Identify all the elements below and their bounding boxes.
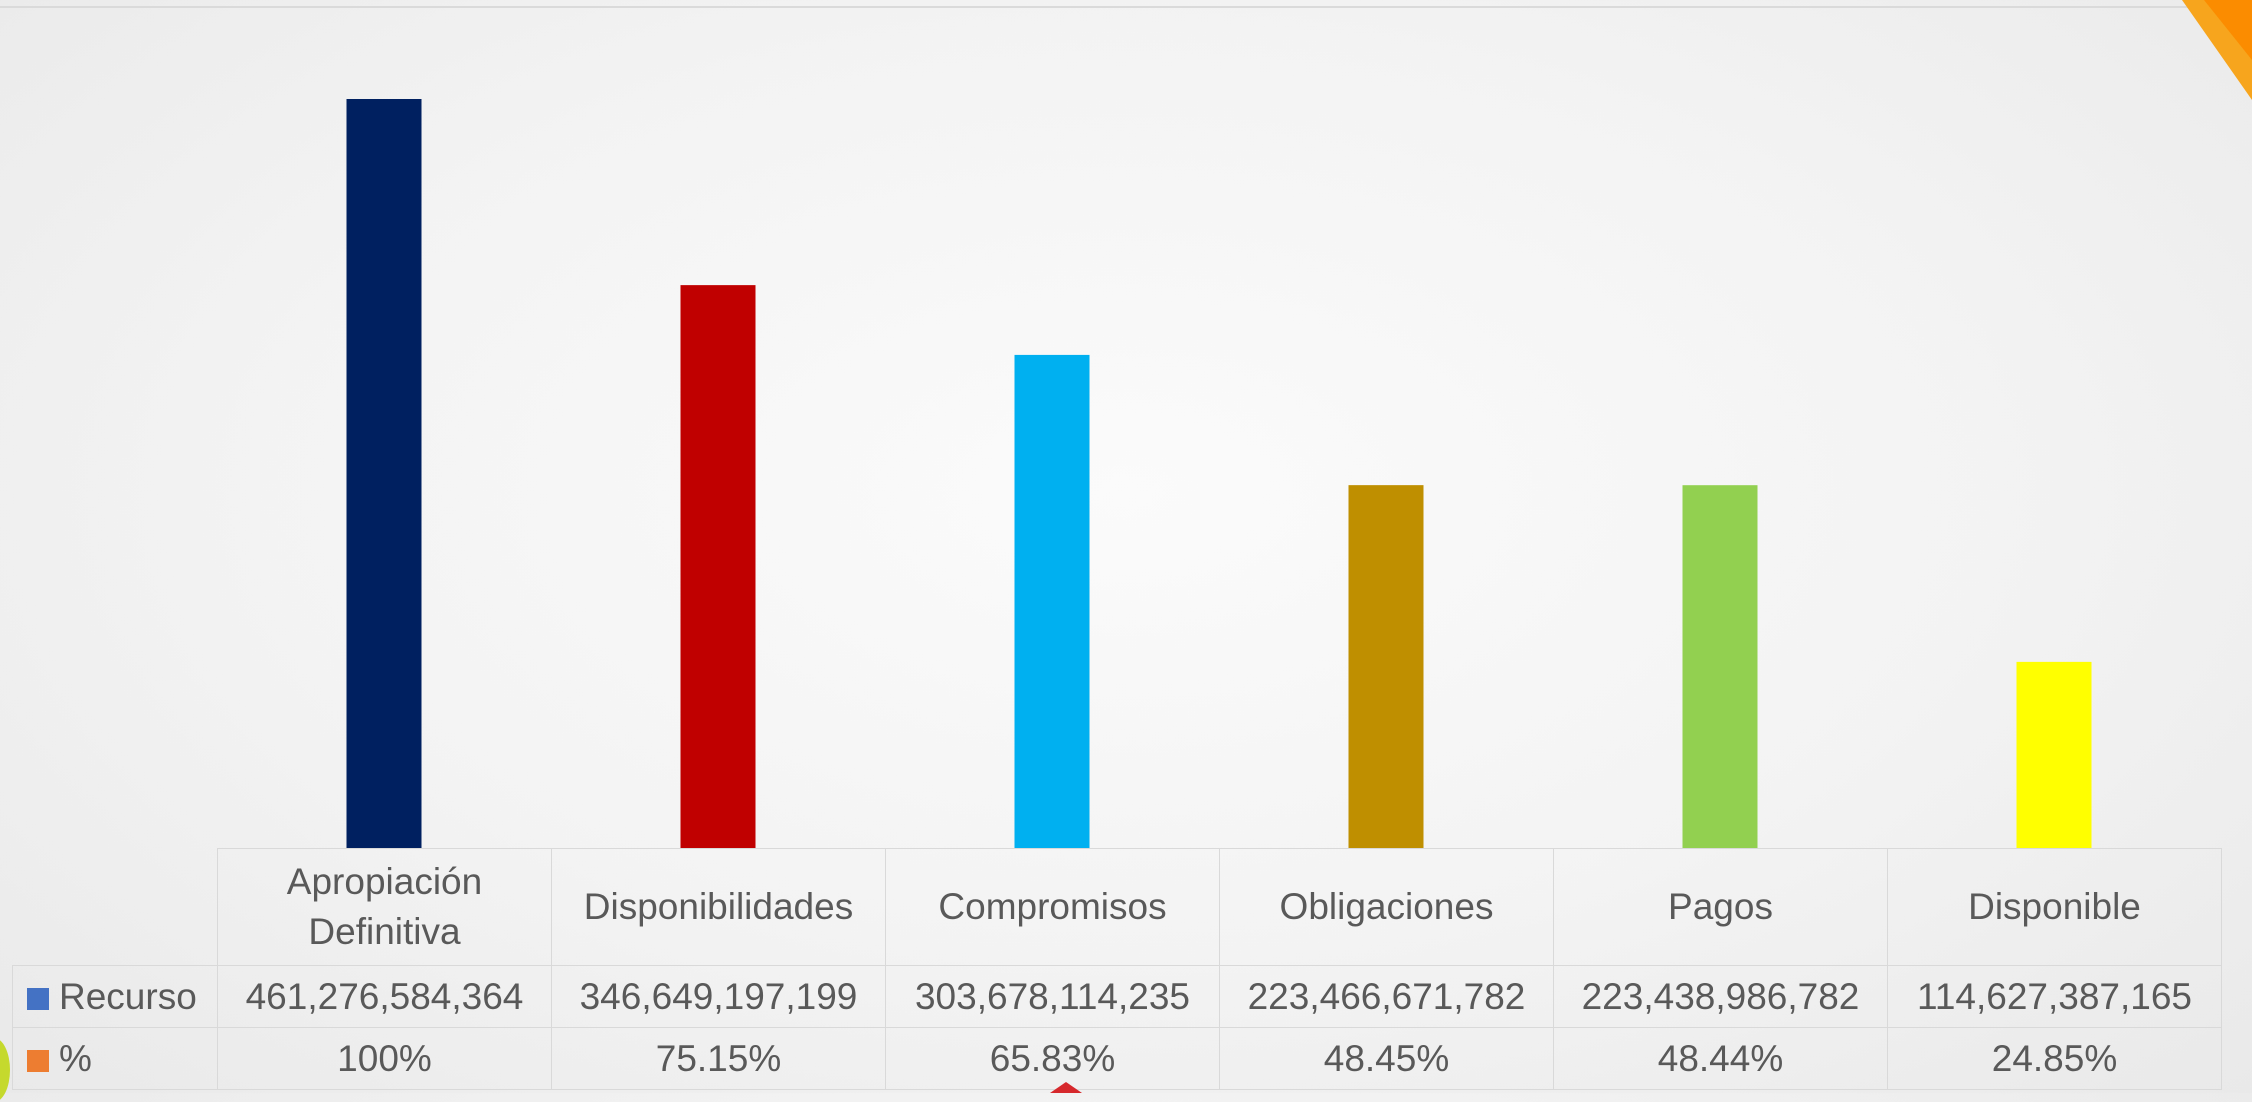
series-legend-label: % xyxy=(12,1027,218,1090)
data-value-cell: 461,276,584,364 xyxy=(217,965,552,1028)
data-value-cell: 100% xyxy=(217,1027,552,1090)
category-label: Compromisos xyxy=(885,848,1220,966)
category-label: Pagos xyxy=(1553,848,1888,966)
chart-data-table: Apropiación Definitiva Disponibilidades Co… xyxy=(12,848,2222,1090)
bar-3 xyxy=(1014,354,1090,848)
category-label: Apropiación Definitiva xyxy=(217,848,552,966)
series-row: Recurso 461,276,584,364 346,649,197,199 303… xyxy=(12,965,2222,1028)
category-label: Disponible xyxy=(1887,848,2222,966)
legend-swatch xyxy=(27,1049,49,1072)
series-name: % xyxy=(59,1037,92,1079)
data-value-cell: 24.85% xyxy=(1887,1027,2222,1090)
series-row: % 100% 75.15% 65.83% 48.45% 48.44% 24.85% xyxy=(12,1027,2222,1090)
data-value-cell: 65.83% xyxy=(885,1027,1220,1090)
bar-5 xyxy=(1682,485,1758,848)
category-label: Obligaciones xyxy=(1219,848,1554,966)
data-value-cell: 303,678,114,235 xyxy=(885,965,1220,1028)
category-label: Disponibilidades xyxy=(551,848,886,966)
circle-decoration xyxy=(0,1038,10,1102)
data-value-cell: 48.44% xyxy=(1553,1027,1888,1090)
corner-decoration xyxy=(2182,0,2252,100)
bar-1 xyxy=(346,99,422,848)
bar-6 xyxy=(2016,661,2092,848)
triangle-marker-decoration xyxy=(1050,1082,1082,1093)
category-header-row: Apropiación Definitiva Disponibilidades Co… xyxy=(12,848,2222,966)
series-legend-label: Recurso xyxy=(12,965,218,1028)
table-corner-cell xyxy=(12,848,218,966)
data-value-cell: 223,438,986,782 xyxy=(1553,965,1888,1028)
data-value-cell: 75.15% xyxy=(551,1027,886,1090)
bar-2 xyxy=(680,285,756,849)
data-value-cell: 114,627,387,165 xyxy=(1887,965,2222,1028)
series-name: Recurso xyxy=(59,975,197,1017)
data-value-cell: 223,466,671,782 xyxy=(1219,965,1554,1028)
bar-chart xyxy=(346,99,2092,849)
data-value-cell: 48.45% xyxy=(1219,1027,1554,1090)
legend-swatch xyxy=(27,987,49,1010)
top-divider-line xyxy=(0,6,2252,8)
data-value-cell: 346,649,197,199 xyxy=(551,965,886,1028)
bar-4 xyxy=(1348,485,1424,848)
